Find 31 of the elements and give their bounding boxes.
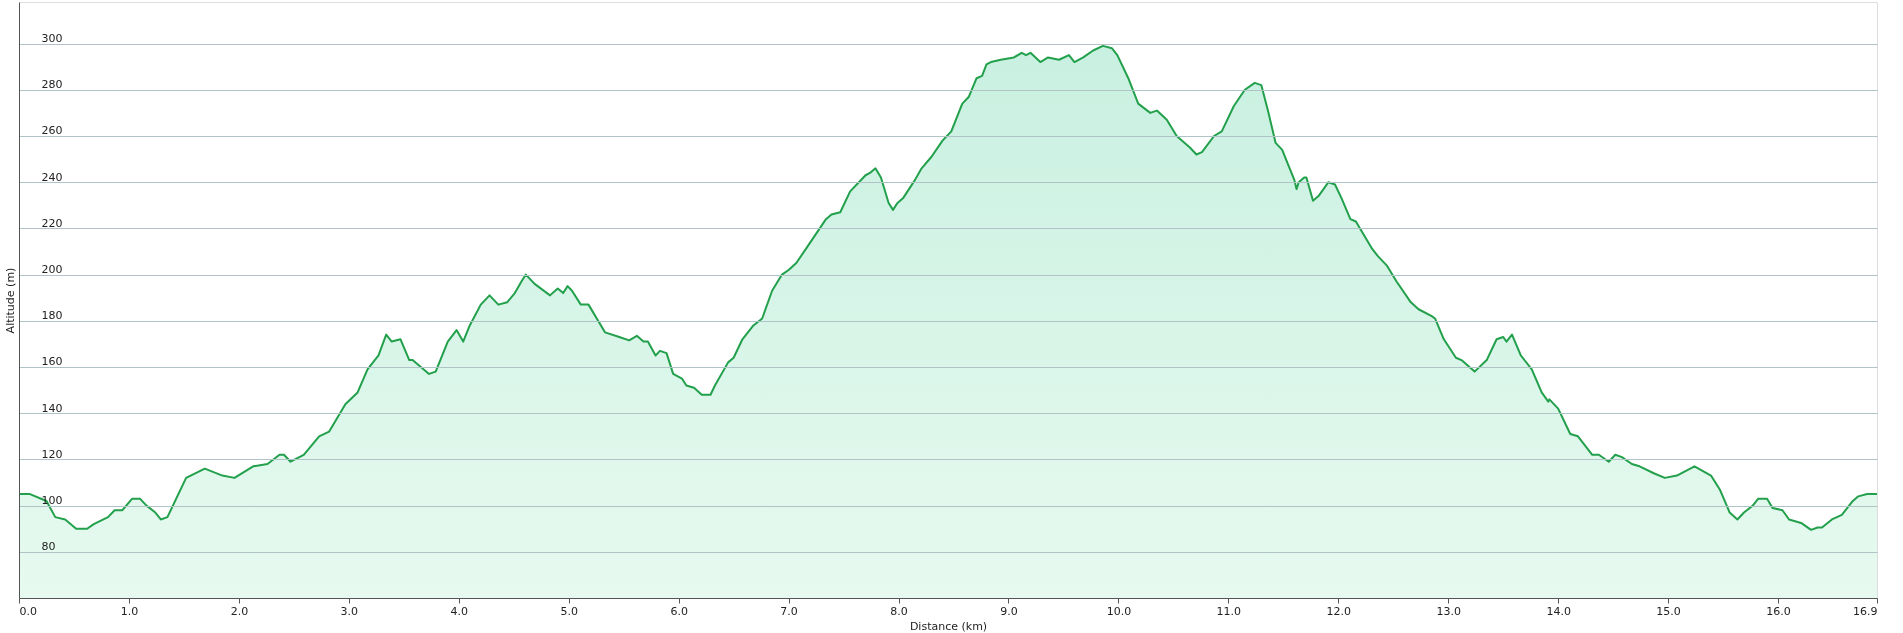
x-tick-label: 6.0 (670, 604, 688, 618)
x-tick-label: 12.0 (1326, 604, 1352, 618)
x-tick-label: 0.0 (19, 604, 37, 618)
y-tick-label: 80 (41, 540, 56, 554)
x-axis-title: Distance (km) (909, 619, 988, 633)
x-tick-label: 2.0 (230, 604, 249, 618)
x-tick-label: 9.0 (1000, 604, 1018, 618)
y-tick-label: 140 (41, 401, 63, 415)
y-tick-label: 220 (41, 216, 63, 230)
x-tick-label: 8.0 (890, 604, 908, 618)
x-tick-label: 1.0 (120, 604, 139, 618)
x-tick-label: 10.0 (1106, 604, 1132, 618)
x-tick-label: 13.0 (1436, 604, 1461, 618)
x-tick-label: 7.0 (780, 604, 798, 618)
y-tick-label: 180 (41, 309, 63, 323)
y-tick-label: 240 (41, 170, 63, 184)
x-tick-label: 3.0 (340, 604, 359, 618)
x-tick-label: 14.0 (1546, 604, 1571, 618)
y-axis-title: Altitude (m) (3, 267, 17, 334)
x-tick-label: 16.0 (1766, 604, 1791, 618)
x-tick-label: 15.0 (1656, 604, 1681, 618)
x-tick-label: 5.0 (560, 604, 578, 618)
y-tick-label: 200 (41, 263, 63, 277)
x-tick-label: 11.0 (1216, 604, 1242, 618)
y-tick-label: 300 (41, 32, 63, 46)
x-tick-label: 16.9 (1853, 604, 1878, 618)
y-tick-label: 280 (41, 78, 63, 92)
y-tick-label: 160 (41, 355, 63, 369)
y-tick-label: 120 (41, 447, 63, 461)
x-tick-label: 4.0 (450, 604, 469, 618)
y-tick-label: 260 (41, 124, 63, 138)
